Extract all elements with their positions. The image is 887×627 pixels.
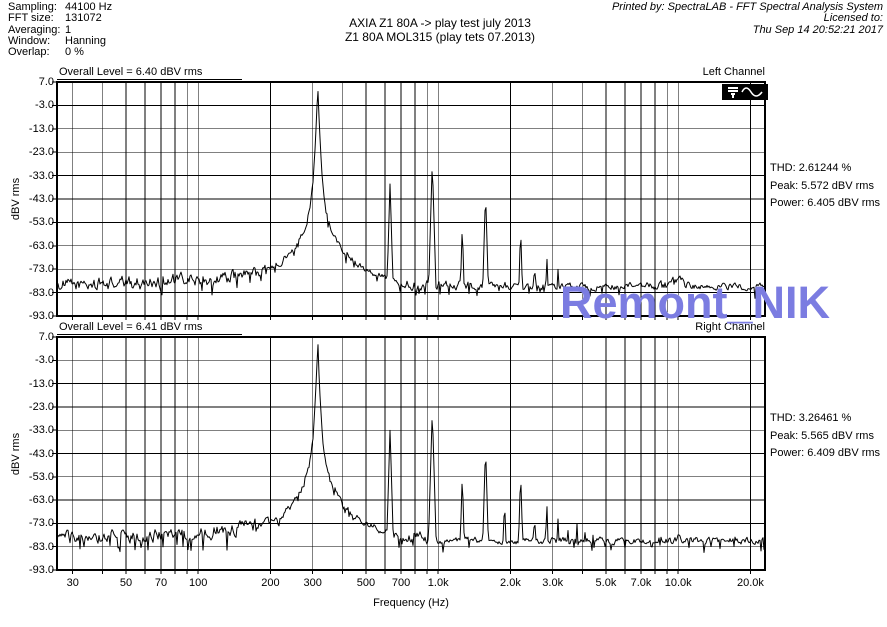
setting-row-fft-size: FFT size: 131072 xyxy=(8,12,112,25)
y-tick-label: -73.0 xyxy=(28,517,54,530)
y-tick-label: -93.0 xyxy=(28,310,54,322)
setting-value: 44100 Hz xyxy=(65,1,113,13)
channel-label-right: Right Channel xyxy=(695,321,765,333)
spectrum-plot-right xyxy=(52,336,766,574)
report-title: AXIA Z1 80A -> play test july 2013 Z1 80… xyxy=(150,16,730,44)
x-tick-label: 700 xyxy=(391,577,411,589)
y-tick-label: -23.0 xyxy=(28,146,54,159)
x-tick-label: 50 xyxy=(119,577,133,589)
y-tick-label: -63.0 xyxy=(28,494,54,507)
x-tick-label: 1.0k xyxy=(427,577,449,589)
setting-value: Hanning xyxy=(65,34,106,47)
y-tick-label: -63.0 xyxy=(28,239,54,252)
x-tick-label: 70 xyxy=(154,577,168,589)
peak-value-left: Peak: 5.572 dBV rms xyxy=(770,180,874,192)
setting-label: Overlap: xyxy=(8,46,50,59)
x-tick-label: 300 xyxy=(303,577,322,589)
y-tick-label: -83.0 xyxy=(28,286,54,299)
x-tick-label: 5.0k xyxy=(595,577,617,589)
plug-glyph xyxy=(728,87,738,98)
y-tick-label: -23.0 xyxy=(28,400,54,413)
analysis-settings: Sampling: 44100 Hz FFT size: 131072 Aver… xyxy=(8,1,113,59)
setting-value: 1 xyxy=(65,23,72,36)
x-tick-label: 10.0k xyxy=(664,577,692,589)
y-tick-label: -13.0 xyxy=(28,122,54,135)
x-tick-label: 100 xyxy=(189,577,208,589)
y-tick-label: -33.0 xyxy=(28,169,54,182)
setting-row-averaging: Averaging: 1 xyxy=(8,23,112,36)
sine-wave-glyph xyxy=(741,87,763,97)
y-tick-label: -3.0 xyxy=(35,354,54,367)
watermark: Remont_NIK xyxy=(560,277,831,328)
setting-value: 0 % xyxy=(65,46,84,59)
overall-level-left: Overall Level = 6.40 dBV rms xyxy=(57,66,243,80)
y-tick-label: -13.0 xyxy=(28,377,54,390)
licensed-to-line: Licensed to: xyxy=(823,12,883,25)
setting-label: Averaging: xyxy=(8,23,61,36)
x-tick-label: 2.0k xyxy=(500,577,521,589)
y-tick-label: -53.0 xyxy=(28,216,54,229)
printed-by-block: Printed by: SpectraLAB - FFT Spectral An… xyxy=(611,1,883,36)
x-tick-label: 20.0k xyxy=(736,577,764,589)
x-tick-label: 500 xyxy=(356,577,376,589)
peak-value-right: Peak: 5.565 dBV rms xyxy=(770,430,874,442)
power-value-left: Power: 6.405 dBV rms xyxy=(770,197,881,209)
spectrum-plot-left xyxy=(52,81,766,320)
report-title-line2: Z1 80A MOL315 (play tets 07.2013) xyxy=(344,30,536,44)
y-tick-label: -83.0 xyxy=(28,540,54,553)
y-tick-label: -33.0 xyxy=(28,424,54,437)
setting-label: Window: xyxy=(8,34,51,47)
thd-value-left: THD: 2.61244 % xyxy=(770,162,852,174)
power-value-right: Power: 6.409 dBV rms xyxy=(770,447,881,459)
setting-value: 131072 xyxy=(65,12,102,25)
setting-row-window: Window: Hanning xyxy=(8,34,112,47)
report-title-line1: AXIA Z1 80A -> play test july 2013 xyxy=(349,16,531,30)
y-tick-label: -73.0 xyxy=(28,263,54,276)
setting-row-overlap: Overlap: 0 % xyxy=(8,46,112,59)
x-axis-title: Frequency (Hz) xyxy=(373,597,449,609)
setting-label: Sampling: xyxy=(8,1,57,13)
input-source-icon xyxy=(722,84,768,100)
print-datetime: Thu Sep 14 20:52:21 2017 xyxy=(752,23,883,36)
overall-level-right: Overall Level = 6.41 dBV rms xyxy=(57,321,243,335)
setting-label: FFT size: xyxy=(8,12,54,25)
printed-by-line: Printed by: SpectraLAB - FFT Spectral An… xyxy=(611,1,883,13)
x-tick-label: 7.0k xyxy=(630,577,652,589)
y-tick-label: -3.0 xyxy=(35,99,54,112)
y-tick-label: -93.0 xyxy=(28,564,54,576)
x-tick-label: 3.0k xyxy=(542,577,564,589)
x-tick-label: 200 xyxy=(261,577,280,589)
y-tick-label: -43.0 xyxy=(28,447,54,460)
channel-label-left: Left Channel xyxy=(702,66,765,78)
x-tick-label: 30 xyxy=(66,577,79,589)
y-tick-label: 7.0 xyxy=(38,331,54,343)
y-tick-label: -53.0 xyxy=(28,470,54,483)
y-tick-label: -43.0 xyxy=(28,193,54,205)
setting-row-sampling: Sampling: 44100 Hz xyxy=(8,1,113,13)
y-tick-label: 7.0 xyxy=(38,76,54,88)
thd-value-right: THD: 3.26461 % xyxy=(770,412,852,424)
